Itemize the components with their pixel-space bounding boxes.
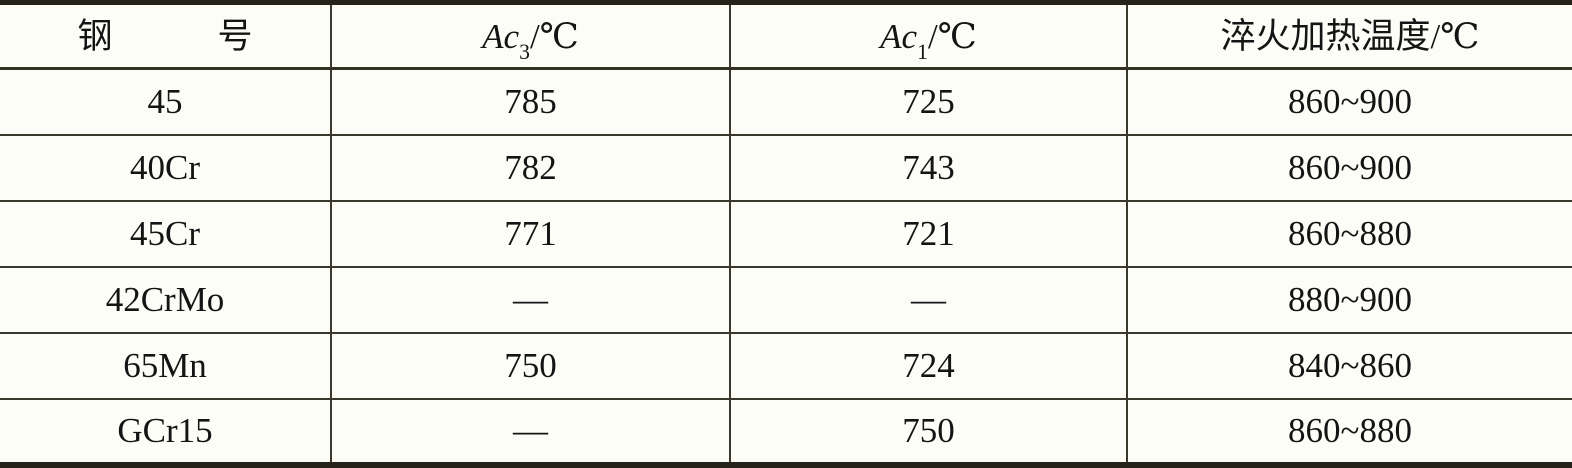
ac3-subscript: 3 [519,40,530,65]
cell-quench-temp: 860~900 [1126,67,1572,136]
header-ac3: Ac3/℃ [330,2,731,70]
cell-ac3: 750 [330,331,731,400]
cell-ac1: — [729,265,1128,334]
cell-steel-grade: 45 [0,67,332,136]
header-quench-temp: 淬火加热温度/℃ [1126,2,1572,70]
ac1-subscript: 1 [917,40,928,65]
cell-ac1: 725 [729,67,1128,136]
cell-ac3: 771 [330,199,731,268]
table-row: 45 785 725 860~900 [0,67,1572,136]
cell-ac1: 721 [729,199,1128,268]
cell-steel-grade: 65Mn [0,331,332,400]
table-row: 45Cr 771 721 860~880 [0,199,1572,268]
cell-ac3: 785 [330,67,731,136]
ac3-symbol: Ac [482,16,520,56]
cell-quench-temp: 860~880 [1126,397,1572,465]
ac1-unit: /℃ [927,16,977,56]
cell-ac1: 724 [729,331,1128,400]
cell-ac3: — [330,265,731,334]
cell-ac3: 782 [330,133,731,202]
table-row: 65Mn 750 724 840~860 [0,331,1572,400]
cell-steel-grade: GCr15 [0,397,332,465]
header-steel-grade: 钢 号 [0,2,332,70]
table-row: 42CrMo — — 880~900 [0,265,1572,334]
cell-quench-temp: 860~900 [1126,133,1572,202]
cell-steel-grade: 40Cr [0,133,332,202]
header-row: 钢 号 Ac3/℃ Ac1/℃ 淬火加热温度/℃ [0,2,1572,70]
ac3-unit: /℃ [529,16,579,56]
cell-quench-temp: 840~860 [1126,331,1572,400]
cell-ac1: 750 [729,397,1128,465]
cell-steel-grade: 45Cr [0,199,332,268]
cell-steel-grade: 42CrMo [0,265,332,334]
cell-quench-temp: 860~880 [1126,199,1572,268]
ac1-symbol: Ac [880,16,918,56]
table-row: GCr15 — 750 860~880 [0,397,1572,465]
cell-ac3: — [330,397,731,465]
header-ac1: Ac1/℃ [729,2,1128,70]
table-row: 40Cr 782 743 860~900 [0,133,1572,202]
cell-quench-temp: 880~900 [1126,265,1572,334]
cell-ac1: 743 [729,133,1128,202]
